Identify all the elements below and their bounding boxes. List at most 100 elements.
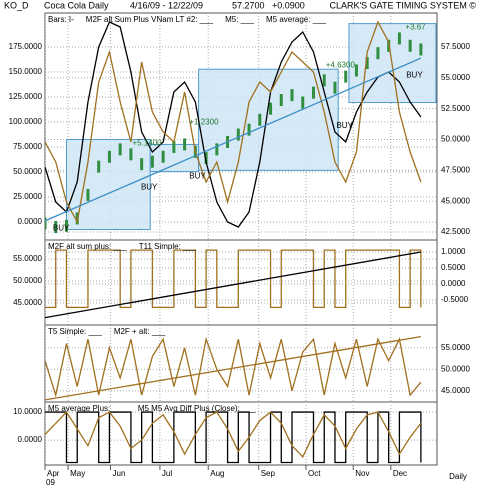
price-bar (408, 39, 412, 52)
panel-plot (45, 325, 437, 402)
price-bar (279, 94, 283, 107)
legend-entry: M5: ___ (225, 15, 254, 24)
y-tick-label: 55.0000 (441, 73, 470, 82)
annotation: BUY (53, 223, 70, 232)
y-tick-label: 0.0000 (441, 279, 466, 288)
y-tick-label: 45.0000 (441, 386, 470, 395)
price-bar (376, 47, 380, 60)
annotation: +1.2300 (189, 117, 219, 126)
series-line (45, 251, 422, 319)
panel-frame (44, 239, 438, 326)
panel-plot (45, 13, 437, 240)
price-bar (333, 81, 337, 94)
period-label: Daily (449, 472, 467, 481)
brand: CLARK'S GATE TIMING SYSTEM © (329, 0, 476, 10)
annotation: +4.6300 (326, 61, 356, 70)
y-tick-label: -0.5000 (441, 295, 469, 304)
series-line (45, 249, 422, 309)
y-tick-label: 55.0000 (441, 343, 470, 352)
annotation: BUY (189, 172, 206, 181)
y-tick-label: 10.0000 (13, 407, 42, 416)
price-bar (140, 158, 144, 171)
y-tick-label: 50.0000 (13, 276, 42, 285)
signal-box (198, 68, 339, 171)
price-bar (236, 128, 240, 141)
legend-entry: T11 Simple: ___ (139, 242, 197, 251)
panel-plot (45, 240, 437, 325)
price-bar (258, 113, 262, 126)
instrument-name: Coca Cola Daily (44, 0, 109, 10)
series-line (45, 57, 422, 222)
annotation: BUY (336, 121, 353, 130)
price-bar (97, 160, 101, 173)
annotation: BUY (141, 183, 158, 192)
x-tick-label: Jun (113, 469, 126, 478)
price-bar (301, 96, 305, 109)
y-tick-label: 57.5000 (441, 42, 470, 51)
annotation: +5.1400 (132, 138, 162, 147)
price-change: +0.0900 (272, 0, 305, 10)
price-bar (183, 138, 187, 151)
y-tick-label: 0.0000 (18, 217, 43, 226)
legend-entry: M5 M5 Avg Diff Plus (Close): ___ (138, 404, 256, 413)
price-bar (204, 152, 208, 165)
legend-entry: M5 average: ___ (266, 15, 327, 24)
price-bar (354, 64, 358, 77)
price-bar (172, 140, 176, 153)
y-tick-label: 50.0000 (441, 135, 470, 144)
y-tick-label: 100.0000 (9, 117, 43, 126)
x-tick-label: Jul (162, 469, 172, 478)
y-tick-label: 50.0000 (13, 167, 42, 176)
x-tick-label: Aug (210, 469, 224, 478)
price-bar (129, 148, 133, 161)
price-bar (311, 86, 315, 99)
y-tick-label: 1.0000 (441, 247, 466, 256)
y-tick-label: 0.0000 (18, 435, 43, 444)
price-bar (247, 123, 251, 136)
legend-entry: M2F alt Sum Plus VNam LT #2: ___ (86, 15, 214, 24)
legend-entry: M2F + alt: ___ (114, 327, 166, 336)
series-line (45, 20, 422, 224)
y-tick-label: 45.0000 (13, 298, 42, 307)
x-tick-label: Dec (393, 469, 407, 478)
x-tick-label: Apr (47, 469, 60, 478)
price-bar (397, 32, 401, 45)
last-price: 57.2700 (232, 0, 265, 10)
legend-entry: Bars: I- (48, 15, 74, 24)
x-tick-label: Oct (308, 469, 321, 478)
price-bar (419, 43, 423, 56)
y-tick-label: 175.0000 (9, 42, 43, 51)
year-label: 09 (46, 478, 55, 487)
price-bar (215, 143, 219, 156)
x-tick-label: May (70, 469, 85, 478)
price-bar (45, 217, 47, 230)
price-bar (64, 219, 68, 232)
y-tick-label: 125.0000 (9, 92, 43, 101)
y-tick-label: 55.0000 (13, 254, 42, 263)
legend-entry: M2F alt sum plus: ___ (48, 242, 127, 251)
legend-entry: M5 average Plus: ___ (48, 404, 126, 413)
legend-entry: T5 Simple: ___ (48, 327, 102, 336)
series-line (45, 21, 422, 228)
panel-plot (45, 402, 437, 465)
y-tick-label: 42.5000 (441, 227, 470, 236)
price-bar (322, 74, 326, 87)
x-tick-label: Sep (261, 469, 276, 478)
date-range: 4/16/09 - 12/22/09 (130, 0, 203, 10)
price-bar (107, 150, 111, 163)
price-bar (150, 155, 154, 168)
annotation: +3.67 (405, 22, 426, 31)
annotation: BUY (406, 71, 423, 80)
series-line (45, 336, 422, 398)
y-tick-label: 47.5000 (441, 165, 470, 174)
y-tick-label: 0.5000 (441, 263, 466, 272)
price-bar (54, 221, 58, 234)
y-tick-label: 50.0000 (441, 364, 470, 373)
price-bar (86, 188, 90, 201)
price-bar (118, 143, 122, 156)
series-line (45, 411, 422, 459)
y-tick-label: 25.0000 (13, 192, 42, 201)
y-tick-label: 75.0000 (13, 142, 42, 151)
price-bar (269, 102, 273, 115)
